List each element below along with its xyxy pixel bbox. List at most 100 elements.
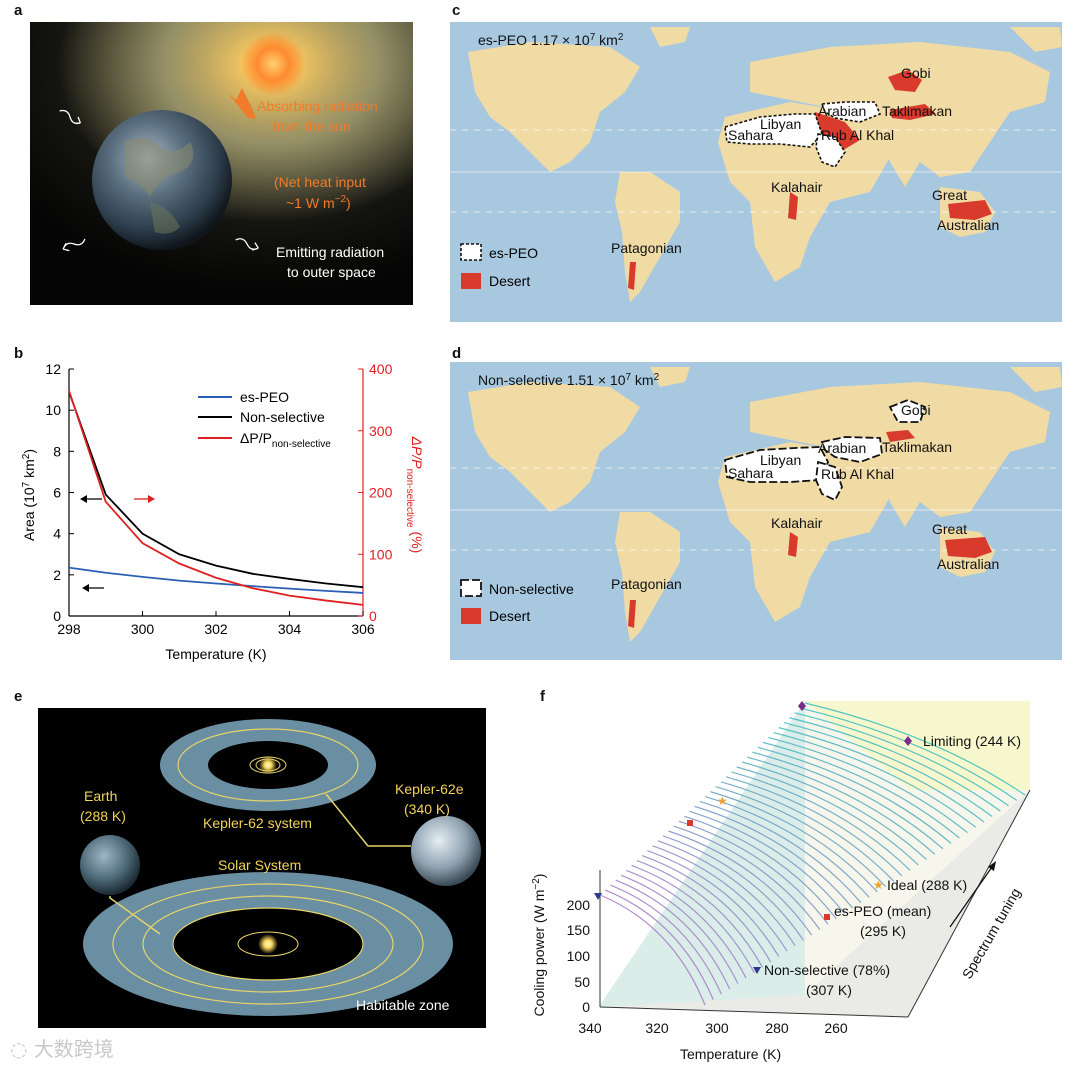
panel-f: 0 50 100 150 200 340 320 300 280 260 Tem… bbox=[530, 695, 1075, 1067]
b-y2tick-label: 400 bbox=[369, 361, 393, 377]
f-xtick: 320 bbox=[645, 1020, 669, 1036]
legend-desert: Desert bbox=[489, 608, 530, 624]
f-spectrum-line bbox=[720, 781, 895, 882]
b-y2tick-label: 100 bbox=[369, 546, 393, 562]
map-d-legend: Non-selective Desert bbox=[460, 579, 574, 624]
b-ytick-label: 10 bbox=[45, 402, 61, 418]
label-patagonian: Patagonian bbox=[611, 240, 682, 256]
earth-temp: (288 K) bbox=[80, 808, 126, 824]
b-y2tick-label: 300 bbox=[369, 423, 393, 439]
panel-a-illustration: Absorbing radiation from the sun (Net he… bbox=[30, 22, 413, 305]
f-ytick: 100 bbox=[567, 948, 591, 964]
f-xlabel: Temperature (K) bbox=[680, 1046, 781, 1062]
sun-icon bbox=[241, 32, 305, 96]
regions-c bbox=[724, 101, 882, 168]
f-limiting-pane bbox=[805, 701, 1030, 790]
f-spectrum-line bbox=[725, 776, 903, 877]
label-libyan: Libyan bbox=[760, 116, 801, 132]
label-taklimakan: Taklimakan bbox=[882, 439, 952, 455]
marker-espeo bbox=[687, 820, 693, 826]
kepler-star-icon bbox=[259, 756, 277, 774]
desert-australian bbox=[948, 200, 992, 220]
desert-patagonian bbox=[628, 262, 636, 290]
label-arabian: Arabian bbox=[818, 103, 866, 119]
f-spectrum-line bbox=[683, 815, 837, 920]
legend-espeo: es-PEO bbox=[240, 389, 289, 405]
f-spectrum-line bbox=[783, 722, 993, 818]
label-australian: Australian bbox=[937, 217, 999, 233]
f-spectrum-line bbox=[762, 741, 960, 839]
legend-nonselective: Non-selective bbox=[240, 409, 325, 425]
kepler-62e-planet-icon bbox=[411, 816, 481, 886]
b-xlabel: Temperature (K) bbox=[165, 646, 266, 662]
b-ytick-label: 12 bbox=[45, 361, 61, 377]
legend-peo: es-PEO bbox=[489, 245, 538, 261]
f-spectrum-line bbox=[641, 855, 772, 963]
f-spectrum-line bbox=[652, 845, 788, 952]
f-espeo-label-1: es-PEO (mean) bbox=[834, 903, 931, 919]
f-nonsel-label-2: (307 K) bbox=[806, 982, 852, 998]
panel-d: Non-selective 1.51 × 107 km2 Gobi Arabia… bbox=[450, 362, 1062, 660]
habitable-zone-label: Habitable zone bbox=[356, 997, 450, 1013]
f-spectrum-line bbox=[689, 810, 845, 914]
b-ylabel-left: Area (107 km2) bbox=[21, 449, 37, 541]
absorb-arrow-icon bbox=[228, 88, 256, 119]
f-nonsel-label-1: Non-selective (78%) bbox=[764, 962, 890, 978]
desert-australian bbox=[945, 537, 992, 558]
deserts-d bbox=[628, 430, 992, 628]
legend-desert-swatch bbox=[461, 273, 481, 289]
f-spectrum-line bbox=[636, 859, 763, 968]
f-spectrum-line bbox=[615, 879, 731, 990]
desert-patagonian bbox=[628, 600, 636, 628]
label-kalahair: Kalahair bbox=[771, 179, 823, 195]
net-heat-text-1: (Net heat input bbox=[274, 174, 366, 190]
f-spectrum-line bbox=[694, 805, 854, 909]
net-heat-close: ) bbox=[346, 195, 351, 211]
f-spectrum-line bbox=[673, 825, 821, 930]
b-series-line-0 bbox=[68, 566, 364, 594]
panel-c: es-PEO 1.17 × 107 km2 Gobi Arabian Takli… bbox=[450, 22, 1062, 322]
f-spectrum-line bbox=[804, 702, 1026, 796]
legend-nonsel-swatch bbox=[460, 579, 482, 597]
b-xtick-label: 306 bbox=[351, 621, 375, 637]
f-spectrum-line bbox=[731, 771, 911, 871]
label-libyan: Libyan bbox=[760, 452, 801, 468]
f-ytick: 150 bbox=[567, 922, 591, 938]
f-ytick: 50 bbox=[574, 974, 590, 990]
panel-a-letter: a bbox=[14, 2, 23, 19]
f-spectrum-line bbox=[710, 791, 878, 893]
label-gobi: Gobi bbox=[901, 65, 931, 81]
marker-nonsel bbox=[594, 893, 602, 900]
b-y2tick-label: 200 bbox=[369, 485, 393, 501]
nonsel-arabian bbox=[820, 436, 883, 463]
f-xtick: 280 bbox=[765, 1020, 789, 1036]
b-xtick-label: 298 bbox=[57, 621, 81, 637]
nonsel-gobi bbox=[888, 399, 927, 423]
legend-nonsel: Non-selective bbox=[489, 581, 574, 597]
earth-label: Earth bbox=[84, 788, 117, 804]
label-arabian: Arabian bbox=[818, 440, 866, 456]
emit-text-1: Emitting radiation bbox=[276, 244, 384, 260]
f-spectrum-line bbox=[736, 766, 919, 866]
svg-text:~1 W m−2): ~1 W m−2) bbox=[286, 194, 351, 211]
label-taklimakan: Taklimakan bbox=[882, 103, 952, 119]
watermark-icon: ◌ bbox=[10, 1037, 28, 1061]
b-legend: es-PEO Non-selective ΔP/Pnon-selective bbox=[198, 389, 331, 450]
f-spectrum-line bbox=[610, 884, 722, 995]
marker-limiting bbox=[798, 701, 806, 711]
f-spectrum-line bbox=[647, 850, 780, 957]
panel-b: 298 300 302 304 306 0 2 4 6 8 10 12 0 100 200 300 400 Ar… bbox=[0, 355, 440, 675]
f-spectrum-line bbox=[773, 731, 977, 828]
legend-desert-swatch bbox=[461, 608, 481, 624]
b-xtick-label: 302 bbox=[204, 621, 228, 637]
b-ytick-label: 6 bbox=[53, 485, 61, 501]
f-limiting-label: Limiting (244 K) bbox=[923, 733, 1021, 749]
legend-desert: Desert bbox=[489, 273, 530, 289]
f-ytick: 0 bbox=[582, 999, 590, 1015]
f-xtick: 340 bbox=[578, 1020, 602, 1036]
solar-system bbox=[83, 872, 453, 1016]
f-spectrum-line bbox=[747, 756, 936, 855]
peo-rub bbox=[815, 133, 846, 168]
kepler-system bbox=[160, 719, 376, 811]
desert-taklimakan bbox=[890, 104, 936, 120]
